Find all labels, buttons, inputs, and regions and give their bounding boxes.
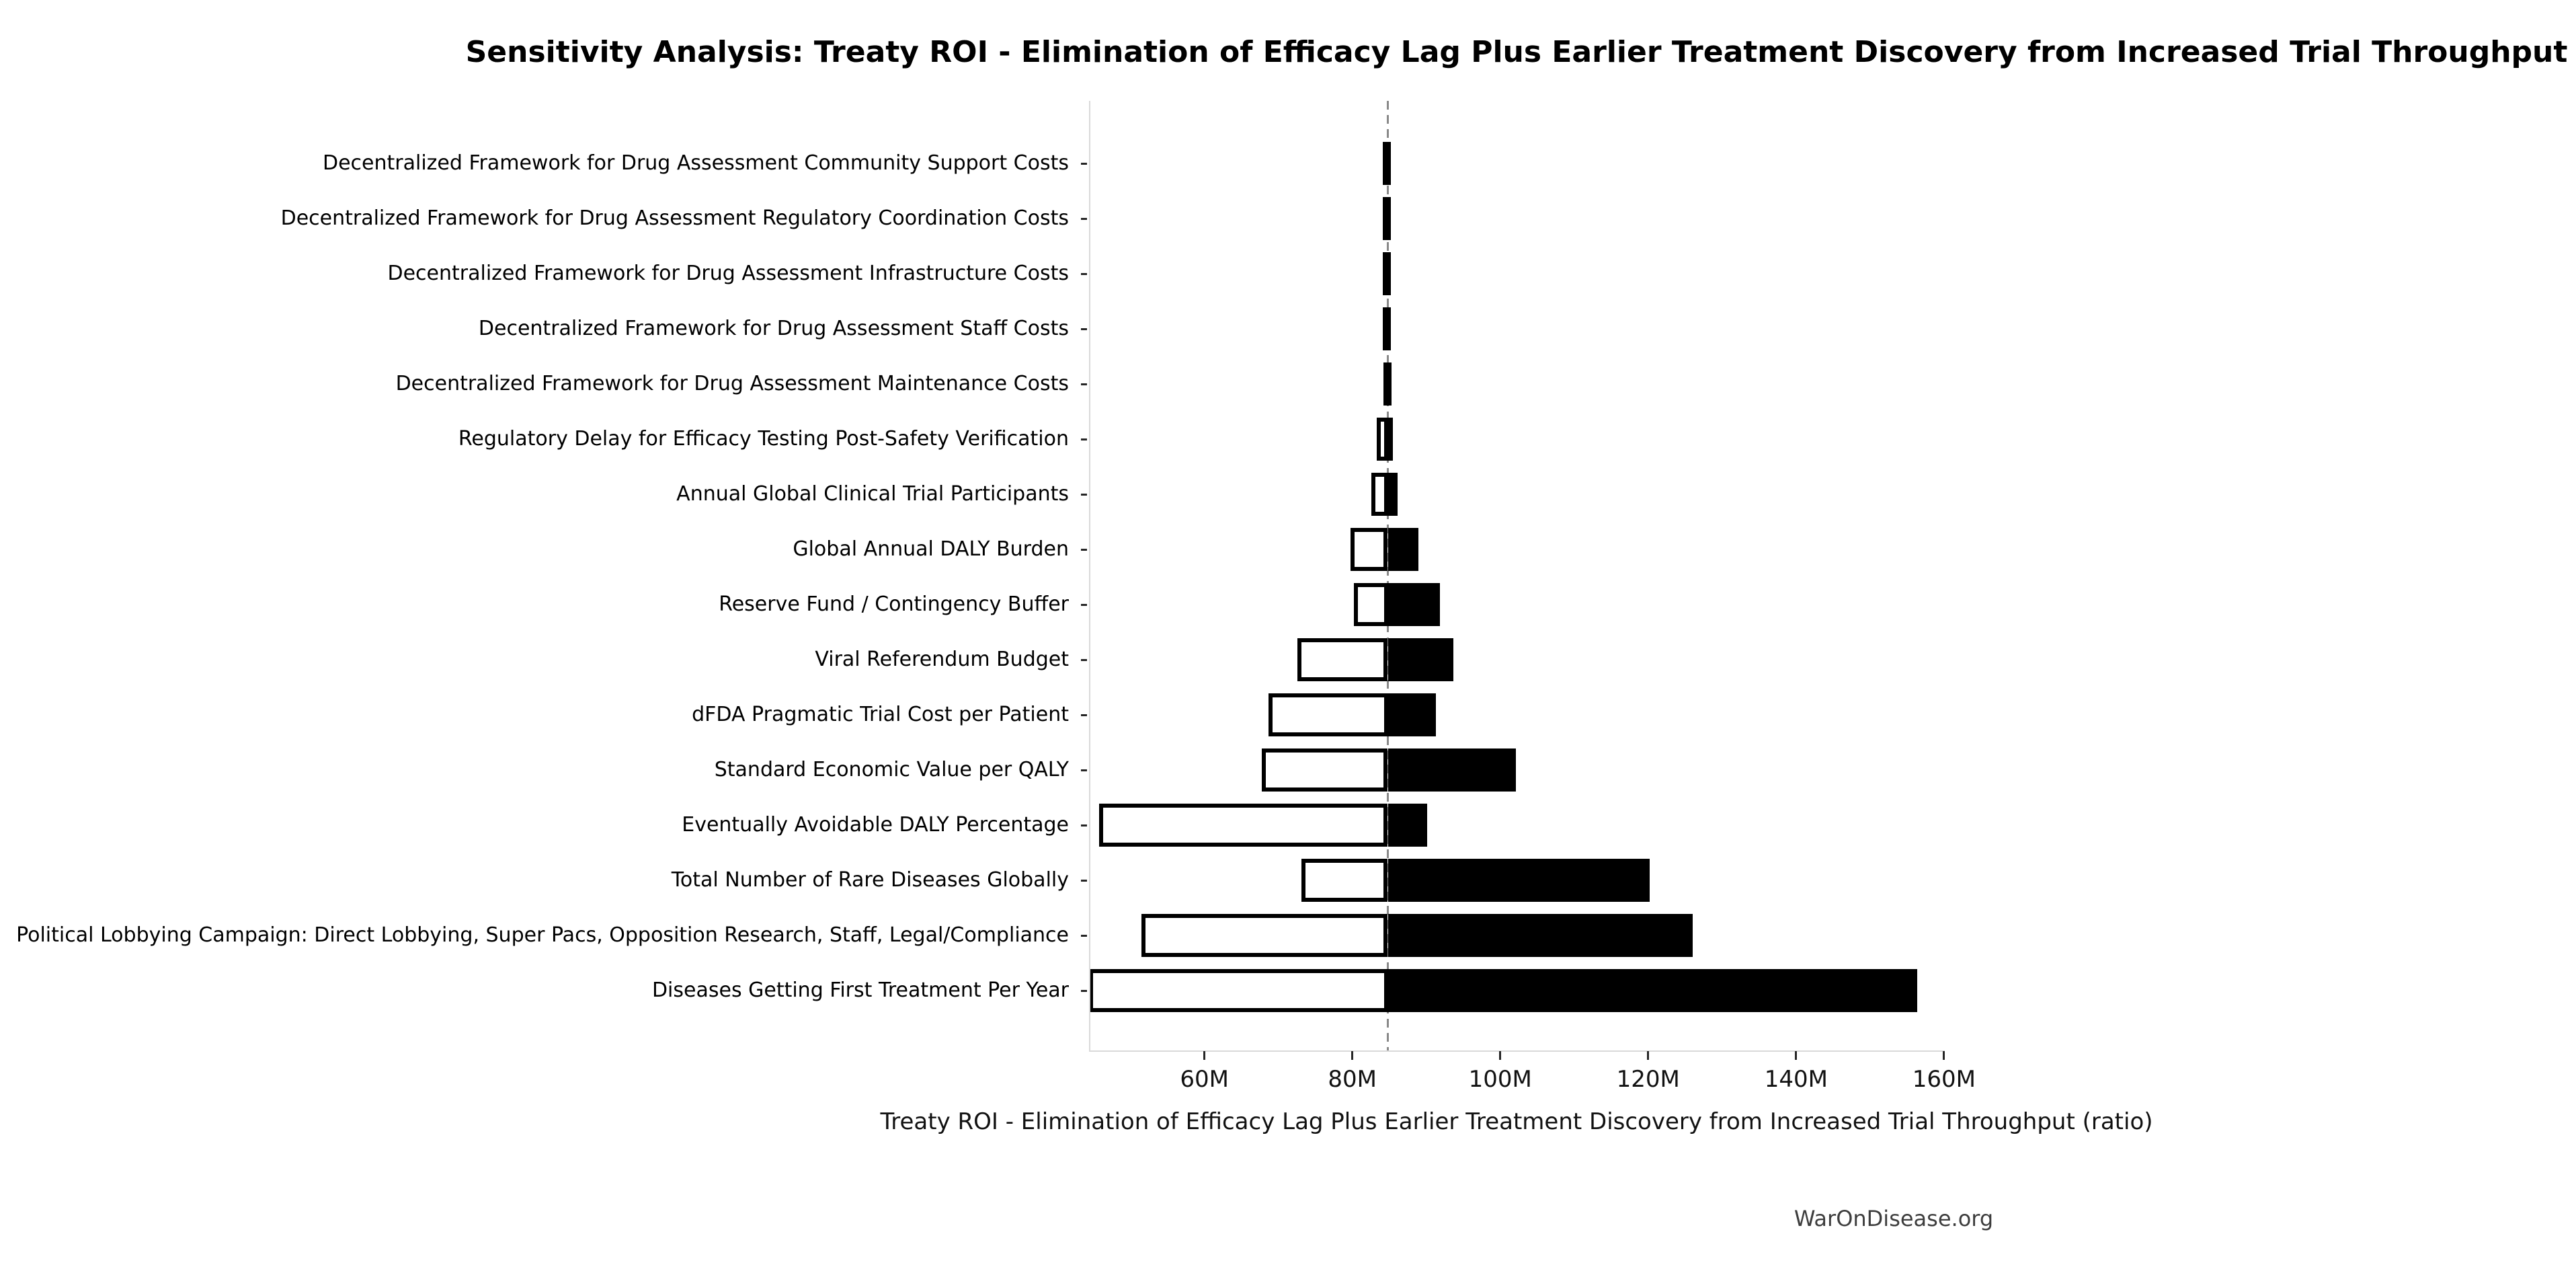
bar-low-case: [1371, 473, 1388, 516]
category-label: Viral Referendum Budget: [815, 648, 1069, 671]
bar-high-case: [1387, 914, 1693, 957]
category-label: Diseases Getting First Treatment Per Yea…: [651, 978, 1069, 1002]
bar-low-case: [1301, 859, 1388, 902]
bar-high-case: [1387, 528, 1418, 571]
x-tick-label: 140M: [1764, 1066, 1828, 1093]
bar-high-case: [1387, 197, 1390, 240]
y-axis-spine: [1089, 101, 1090, 1051]
bar-low-case: [1141, 914, 1388, 957]
bar-high-case: [1387, 638, 1454, 681]
bar-high-case: [1387, 142, 1390, 185]
category-label: Total Number of Rare Diseases Globally: [671, 868, 1069, 892]
y-tick: [1081, 658, 1087, 661]
bar-low-case: [1382, 252, 1391, 295]
bar-high-case: [1387, 418, 1394, 461]
category-label: Annual Global Clinical Trial Participant…: [676, 482, 1069, 506]
bar-low-case: [1262, 748, 1388, 792]
x-tick: [1647, 1051, 1650, 1060]
category-label: Eventually Avoidable DALY Percentage: [682, 813, 1069, 837]
y-tick: [1081, 438, 1087, 440]
y-tick: [1081, 217, 1087, 220]
x-tick-label: 80M: [1328, 1066, 1377, 1093]
chart-title: Sensitivity Analysis: Treaty ROI - Elimi…: [465, 35, 2568, 69]
x-tick: [1203, 1051, 1206, 1060]
x-tick-label: 120M: [1616, 1066, 1680, 1093]
x-axis-label: Treaty ROI - Elimination of Efficacy Lag…: [880, 1108, 2153, 1135]
x-tick: [1943, 1051, 1945, 1060]
bar-high-case: [1387, 307, 1390, 350]
category-label: Decentralized Framework for Drug Assessm…: [280, 206, 1069, 230]
x-tick: [1795, 1051, 1798, 1060]
category-label: Standard Economic Value per QALY: [714, 758, 1069, 781]
bar-low-case: [1382, 197, 1391, 240]
bar-high-case: [1387, 969, 1918, 1012]
bar-high-case: [1387, 748, 1516, 792]
x-tick-label: 100M: [1468, 1066, 1532, 1093]
category-label: Decentralized Framework for Drug Assessm…: [478, 317, 1069, 340]
category-label: Decentralized Framework for Drug Assessm…: [323, 151, 1069, 175]
bar-high-case: [1387, 362, 1389, 406]
bar-high-case: [1387, 252, 1390, 295]
x-tick-label: 160M: [1912, 1066, 1976, 1093]
y-tick: [1081, 879, 1087, 882]
bar-low-case: [1089, 969, 1388, 1012]
bar-low-case: [1297, 638, 1388, 681]
bar-low-case: [1377, 418, 1388, 461]
y-tick: [1081, 493, 1087, 496]
bar-high-case: [1387, 693, 1437, 736]
category-label: dFDA Pragmatic Trial Cost per Patient: [692, 703, 1069, 726]
y-tick: [1081, 328, 1087, 330]
y-tick: [1081, 383, 1087, 385]
y-tick: [1081, 272, 1087, 275]
x-tick: [1351, 1051, 1354, 1060]
y-tick: [1081, 548, 1087, 551]
bar-high-case: [1387, 473, 1398, 516]
category-label: Political Lobbying Campaign: Direct Lobb…: [16, 923, 1069, 947]
y-tick: [1081, 162, 1087, 165]
y-tick: [1081, 989, 1087, 992]
category-label: Global Annual DALY Burden: [793, 537, 1069, 561]
bar-high-case: [1387, 804, 1427, 847]
category-label: Decentralized Framework for Drug Assessm…: [387, 262, 1069, 285]
baseline-dashed-line: [1387, 101, 1389, 1051]
y-tick: [1081, 603, 1087, 606]
x-tick-label: 60M: [1180, 1066, 1229, 1093]
bar-high-case: [1387, 583, 1440, 626]
y-tick: [1081, 769, 1087, 771]
bar-low-case: [1099, 804, 1388, 847]
bar-low-case: [1351, 528, 1388, 571]
category-label: Regulatory Delay for Efficacy Testing Po…: [458, 427, 1069, 451]
bar-low-case: [1353, 583, 1388, 626]
bar-low-case: [1383, 362, 1392, 406]
y-tick: [1081, 824, 1087, 826]
watermark-text: WarOnDisease.org: [1794, 1206, 1994, 1231]
bar-low-case: [1382, 142, 1391, 185]
y-tick: [1081, 934, 1087, 937]
x-tick: [1499, 1051, 1502, 1060]
x-axis-spine: [1089, 1050, 1945, 1052]
y-tick: [1081, 714, 1087, 716]
bar-low-case: [1382, 307, 1391, 350]
category-label: Decentralized Framework for Drug Assessm…: [395, 372, 1069, 395]
category-label: Reserve Fund / Contingency Buffer: [719, 592, 1069, 616]
bar-low-case: [1269, 693, 1388, 736]
bar-high-case: [1387, 859, 1650, 902]
